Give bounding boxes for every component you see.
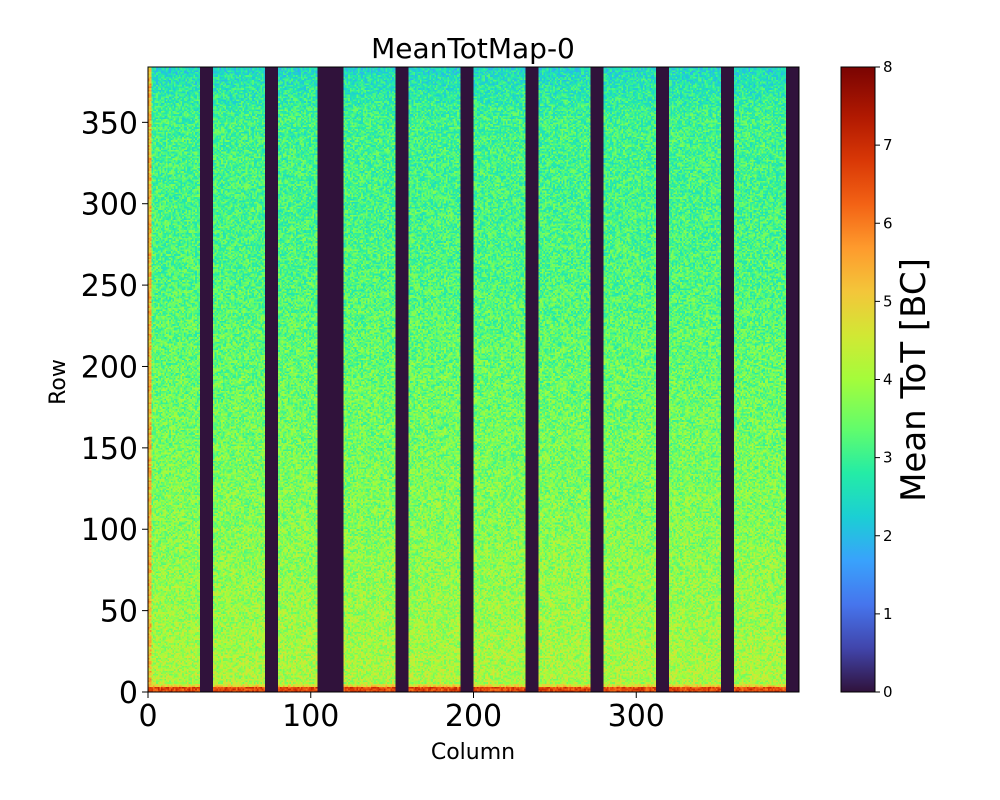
x-axis: 0 100 200 300: [138, 692, 665, 734]
colorbar-tick-label: 2: [883, 527, 893, 545]
x-tick-label: 0: [138, 699, 157, 734]
chart-title: MeanTotMap-0: [371, 32, 575, 65]
colorbar-tick-label: 8: [883, 58, 893, 76]
x-tick-label: 300: [608, 699, 665, 734]
y-axis: 0 50 100 150 200 250 300 350: [81, 106, 148, 711]
colorbar-tick-label: 7: [883, 136, 893, 154]
colorbar-tick-label: 1: [883, 605, 893, 623]
y-tick-label: 250: [81, 269, 138, 304]
x-axis-label: Column: [431, 740, 515, 765]
colorbar-ticks: 0 1 2 3 4 5 6 7 8: [875, 58, 893, 701]
colorbar-gradient: [840, 66, 876, 693]
heatmap-image: [148, 67, 799, 692]
x-tick-label: 200: [445, 699, 502, 734]
colorbar-tick-label: 0: [883, 683, 893, 701]
colorbar-tick-label: 4: [883, 371, 893, 389]
y-tick-label: 200: [81, 350, 138, 385]
colorbar-tick-label: 3: [883, 449, 893, 467]
y-tick-label: 100: [81, 513, 138, 548]
x-tick-label: 100: [282, 699, 339, 734]
colorbar-label: Mean ToT [BC]: [894, 258, 934, 502]
heatmap-plot-area: [147, 66, 800, 693]
y-tick-label: 0: [119, 676, 138, 711]
y-tick-label: 50: [100, 595, 138, 630]
colorbar: 0 1 2 3 4 5 6 7 8 Mean ToT [BC]: [840, 58, 934, 701]
colorbar-tick-label: 6: [883, 214, 893, 232]
y-tick-label: 150: [81, 432, 138, 467]
colorbar-tick-label: 5: [883, 292, 893, 310]
y-tick-label: 350: [81, 106, 138, 141]
y-tick-label: 300: [81, 188, 138, 223]
y-axis-label: Row: [46, 359, 71, 405]
